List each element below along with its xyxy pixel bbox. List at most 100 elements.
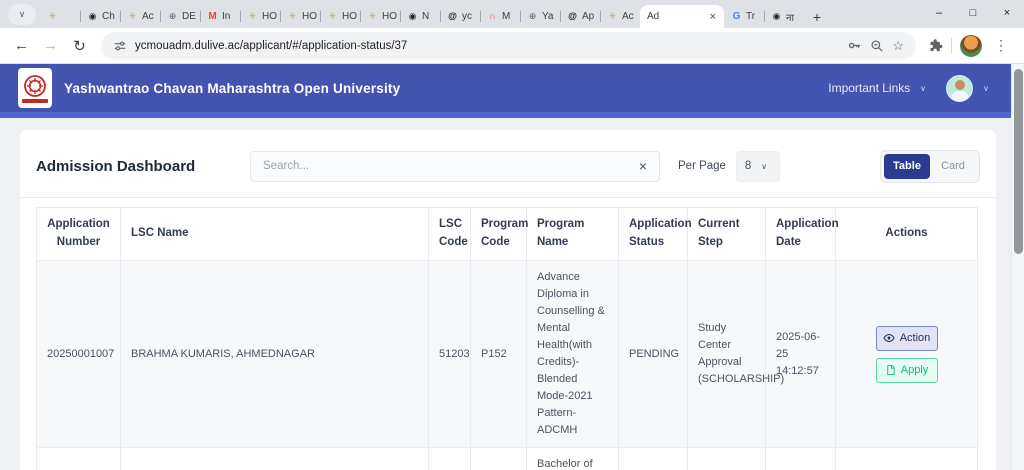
program-name: Advance Diploma in Counselling & Mental … bbox=[527, 261, 619, 448]
actions-cell: Action Apply bbox=[836, 448, 978, 470]
browser-tab[interactable]: ✳Ac bbox=[600, 5, 640, 28]
tab-label: HO bbox=[302, 11, 317, 22]
browser-tab[interactable]: ∩M bbox=[480, 5, 520, 28]
browser-tab[interactable]: ✳ Ac bbox=[120, 5, 160, 28]
browser-tab[interactable]: MIn bbox=[200, 5, 240, 28]
tab-search-button[interactable]: ∨ bbox=[8, 4, 36, 25]
page-title: Admission Dashboard bbox=[36, 158, 250, 175]
per-page-value: 8 bbox=[745, 160, 751, 172]
tab-label: Ac bbox=[142, 11, 154, 22]
back-button[interactable]: ← bbox=[8, 32, 35, 59]
university-logo bbox=[18, 68, 52, 108]
at-favicon-icon: @ bbox=[447, 12, 458, 21]
minimize-button[interactable]: – bbox=[922, 0, 956, 26]
browser-tab[interactable]: ✳ bbox=[40, 5, 80, 28]
extensions-puzzle-icon[interactable] bbox=[928, 38, 943, 53]
chevron-down-icon: ∨ bbox=[19, 9, 26, 20]
site-header: Yashwantrao Chavan Maharashtra Open Univ… bbox=[0, 64, 1011, 112]
action-label: Action bbox=[900, 332, 931, 344]
tab-label: Ap bbox=[582, 11, 594, 22]
apply-button[interactable]: Apply bbox=[876, 358, 938, 383]
browser-tab[interactable]: ◉ Ch bbox=[80, 5, 120, 28]
important-links-menu[interactable]: Important Links bbox=[828, 81, 910, 95]
close-window-button[interactable]: × bbox=[990, 0, 1024, 26]
browser-tab[interactable]: ✳ HO bbox=[280, 5, 320, 28]
time-value: 14:12:57 bbox=[776, 363, 825, 380]
section-divider bbox=[20, 197, 996, 198]
browser-menu-icon[interactable]: ⋮ bbox=[990, 37, 1012, 54]
browser-tab[interactable]: ◉ना bbox=[764, 5, 804, 28]
application-status: APPROVE bbox=[619, 448, 688, 470]
google-favicon-icon: G bbox=[731, 12, 742, 22]
globe-favicon-icon: ⊕ bbox=[167, 12, 178, 21]
flower-favicon-icon: ✳ bbox=[127, 12, 138, 21]
chevron-down-icon: ∨ bbox=[920, 84, 926, 93]
tab-label: HO bbox=[382, 11, 397, 22]
zoom-out-icon[interactable] bbox=[870, 39, 884, 53]
tab-label: Ad bbox=[647, 11, 659, 22]
chevron-down-icon: ∨ bbox=[761, 162, 767, 171]
col-program-code: Program Code bbox=[471, 208, 527, 261]
col-application-date: Application Date bbox=[766, 208, 836, 261]
per-page-select[interactable]: 8 ∨ bbox=[736, 151, 780, 182]
browser-tab[interactable]: G Tr bbox=[724, 5, 764, 28]
password-key-icon[interactable] bbox=[847, 38, 862, 53]
site-info-icon[interactable] bbox=[113, 39, 127, 53]
current-step: Payment bbox=[688, 448, 766, 470]
new-tab-button[interactable]: + bbox=[804, 5, 830, 28]
application-date: 2025-05-30 17:06:27 bbox=[766, 448, 836, 470]
program-code: P152 bbox=[471, 261, 527, 448]
table-row: 20250000004 K.R.T. Arts, B.H. Commerce a… bbox=[37, 448, 978, 470]
application-date: 2025-06-25 14:12:57 bbox=[766, 261, 836, 448]
close-tab-icon[interactable]: × bbox=[709, 11, 717, 23]
extension-favicon-icon: ◉ bbox=[87, 12, 98, 21]
col-application-number: Application Number bbox=[37, 208, 121, 261]
bookmark-star-icon[interactable]: ☆ bbox=[892, 38, 904, 54]
browser-tab[interactable]: ◉N bbox=[400, 5, 440, 28]
page-viewport: Yashwantrao Chavan Maharashtra Open Univ… bbox=[0, 64, 1024, 470]
document-icon bbox=[885, 364, 896, 376]
reload-button[interactable]: ↻ bbox=[66, 32, 93, 59]
browser-tab[interactable]: @Ap bbox=[560, 5, 600, 28]
table-view-button[interactable]: Table bbox=[884, 154, 930, 179]
browser-tab[interactable]: ✳HO bbox=[360, 5, 400, 28]
page-scrollbar[interactable] bbox=[1011, 64, 1024, 470]
browser-profile-avatar[interactable] bbox=[960, 35, 982, 57]
application-number: 20250000004 bbox=[37, 448, 121, 470]
flower-favicon-icon: ✳ bbox=[247, 12, 258, 21]
tab-label: DE bbox=[182, 11, 196, 22]
logo-motto-strip bbox=[22, 99, 48, 103]
scrollbar-thumb[interactable] bbox=[1014, 69, 1023, 254]
chevron-down-icon[interactable]: ∨ bbox=[983, 84, 989, 93]
browser-tab[interactable]: @yc bbox=[440, 5, 480, 28]
lsc-name: BRAHMA KUMARIS, AHMEDNAGAR bbox=[121, 261, 429, 448]
university-name: Yashwantrao Chavan Maharashtra Open Univ… bbox=[64, 81, 400, 96]
col-program-name: Program Name bbox=[527, 208, 619, 261]
col-lsc-name: LSC Name bbox=[121, 208, 429, 261]
table-header-row: Application Number LSC Name LSC Code Pro… bbox=[37, 208, 978, 261]
browser-tab[interactable]: ✳HO bbox=[240, 5, 280, 28]
browser-tab-active[interactable]: Ad × bbox=[640, 5, 724, 28]
current-step: Study Center Approval (SCHOLARSHIP) bbox=[688, 261, 766, 448]
action-button[interactable]: Action bbox=[876, 326, 938, 351]
search-input[interactable] bbox=[263, 160, 639, 172]
program-code: G01 bbox=[471, 448, 527, 470]
gmail-favicon-icon: M bbox=[207, 12, 218, 22]
table-row: 20250001007 BRAHMA KUMARIS, AHMEDNAGAR 5… bbox=[37, 261, 978, 448]
clear-search-icon[interactable]: × bbox=[639, 158, 647, 174]
browser-tab[interactable]: ✳HO bbox=[320, 5, 360, 28]
user-avatar[interactable] bbox=[946, 75, 973, 102]
forward-button[interactable]: → bbox=[37, 32, 64, 59]
dashboard-card: Admission Dashboard × Per Page 8 ∨ Table… bbox=[20, 130, 996, 470]
address-bar[interactable]: ycmouadm.dulive.ac/applicant/#/applicati… bbox=[101, 32, 916, 60]
application-status: PENDING bbox=[619, 261, 688, 448]
tab-label: Tr bbox=[746, 11, 755, 22]
card-view-button[interactable]: Card bbox=[930, 154, 976, 179]
maximize-button[interactable]: □ bbox=[956, 0, 990, 26]
flower-favicon-icon: ✳ bbox=[287, 12, 298, 21]
tab-label: Ch bbox=[102, 11, 115, 22]
browser-tab[interactable]: ⊕Ya bbox=[520, 5, 560, 28]
browser-tab[interactable]: ⊕ DE bbox=[160, 5, 200, 28]
lsc-code: 5404A bbox=[429, 448, 471, 470]
flower-favicon-icon: ✳ bbox=[47, 12, 58, 21]
